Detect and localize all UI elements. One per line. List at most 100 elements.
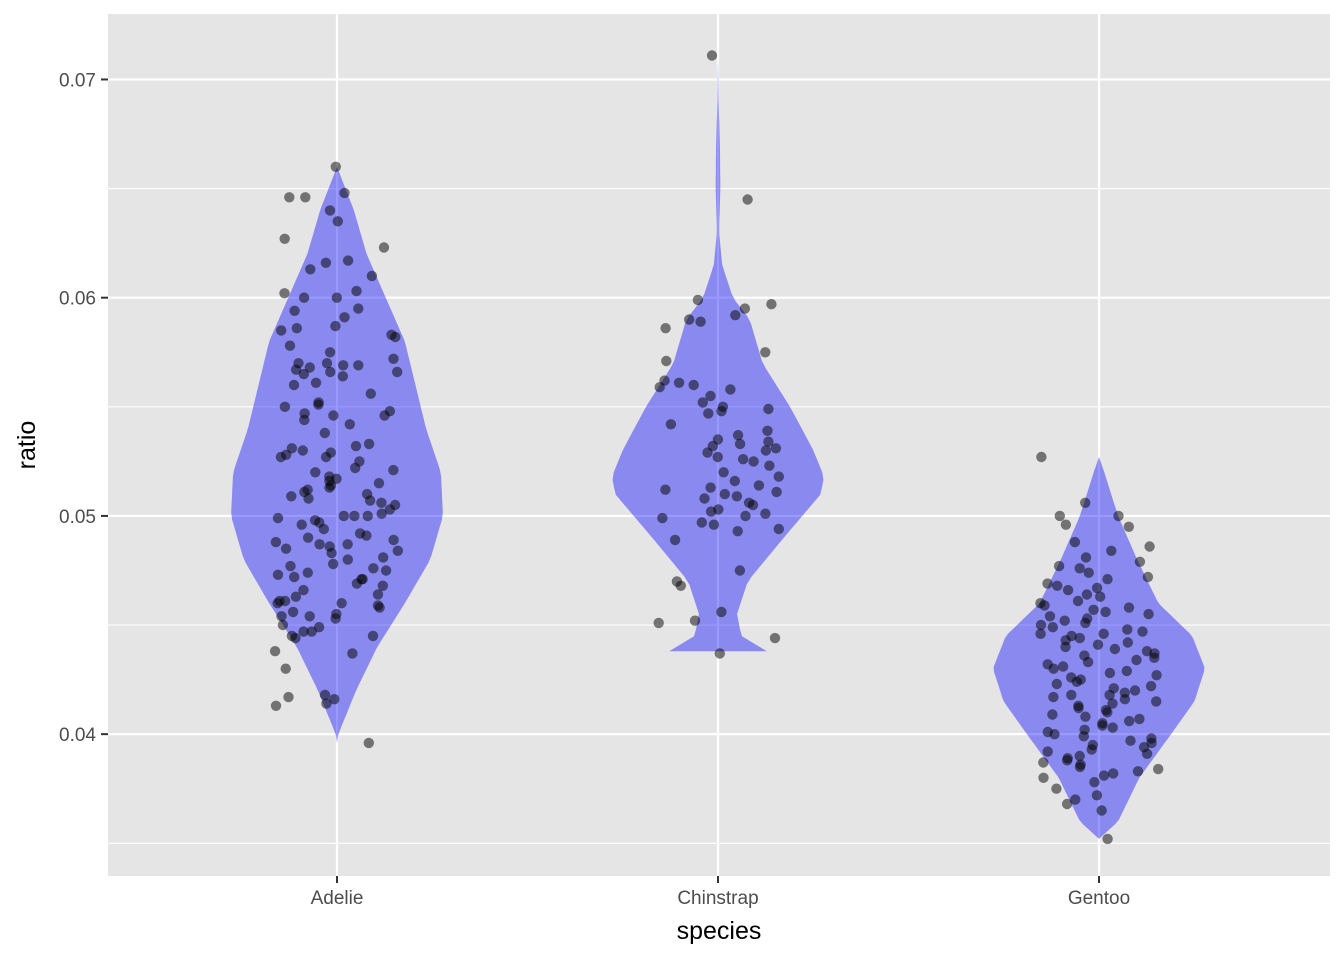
data-point xyxy=(275,451,287,463)
data-point xyxy=(1106,545,1117,556)
data-point xyxy=(1080,497,1091,508)
data-point xyxy=(325,366,336,378)
data-point xyxy=(376,497,387,508)
data-point xyxy=(272,598,283,609)
x-axis-title: species xyxy=(677,917,762,945)
data-point xyxy=(1107,698,1118,709)
data-point xyxy=(708,519,720,530)
data-point xyxy=(296,519,307,530)
data-point xyxy=(302,532,314,543)
data-point xyxy=(392,545,403,556)
data-point xyxy=(712,451,723,463)
data-point xyxy=(1091,582,1103,594)
data-point xyxy=(1062,755,1073,766)
data-point xyxy=(289,305,300,316)
data-point xyxy=(760,347,771,358)
data-point xyxy=(379,410,390,421)
data-point xyxy=(766,299,777,310)
data-point xyxy=(1153,763,1164,775)
data-point xyxy=(1132,766,1144,777)
data-point xyxy=(773,523,784,535)
data-point xyxy=(763,403,774,415)
data-point xyxy=(665,419,677,430)
data-point xyxy=(367,630,379,642)
data-point xyxy=(725,384,736,395)
data-point xyxy=(284,340,296,351)
data-point xyxy=(337,371,348,382)
data-point xyxy=(388,353,399,364)
data-point xyxy=(279,401,291,412)
data-point xyxy=(1123,521,1135,532)
data-point xyxy=(703,408,714,419)
data-point xyxy=(272,512,284,524)
data-point xyxy=(351,285,362,297)
data-point xyxy=(729,475,740,487)
data-point xyxy=(1104,667,1116,679)
data-point xyxy=(363,737,374,749)
data-point xyxy=(290,364,302,375)
data-point xyxy=(270,700,282,711)
data-point xyxy=(1061,798,1073,810)
data-point xyxy=(320,451,332,463)
data-point xyxy=(689,615,701,626)
data-point xyxy=(1122,637,1134,648)
y-tick-label: 0.07 xyxy=(59,70,96,91)
data-point xyxy=(773,471,784,482)
data-point xyxy=(298,584,309,596)
data-point xyxy=(350,462,361,474)
data-point xyxy=(332,216,343,227)
data-point xyxy=(324,205,336,216)
data-point xyxy=(737,454,749,465)
data-point xyxy=(276,611,287,622)
data-point xyxy=(276,325,287,336)
data-point xyxy=(762,425,773,436)
data-point xyxy=(742,194,753,205)
data-point xyxy=(376,508,387,519)
data-point xyxy=(344,419,355,430)
data-point xyxy=(1080,617,1091,629)
data-point xyxy=(731,491,743,502)
data-point xyxy=(1086,744,1097,755)
data-points xyxy=(269,50,1164,845)
data-point xyxy=(349,510,360,522)
data-point xyxy=(1070,794,1081,805)
data-point xyxy=(364,495,376,506)
data-point xyxy=(1143,608,1154,620)
data-point xyxy=(305,264,316,275)
data-point xyxy=(365,388,376,399)
data-point xyxy=(287,606,299,618)
data-point xyxy=(1104,689,1115,701)
data-point xyxy=(1074,761,1086,773)
data-point xyxy=(716,606,727,618)
data-point xyxy=(321,698,332,709)
data-point xyxy=(326,547,337,559)
data-point xyxy=(290,632,301,644)
data-point xyxy=(378,552,389,563)
data-point xyxy=(1119,694,1131,705)
data-point xyxy=(705,506,717,517)
data-point xyxy=(1042,746,1053,757)
data-point xyxy=(310,377,322,388)
data-point xyxy=(1121,665,1133,677)
data-point xyxy=(284,192,295,203)
data-point xyxy=(366,270,378,282)
data-point xyxy=(1051,678,1063,690)
data-point xyxy=(373,478,385,489)
data-point xyxy=(1089,777,1100,788)
data-point xyxy=(1124,715,1135,727)
data-point xyxy=(280,543,292,554)
data-point xyxy=(1108,768,1119,779)
data-point xyxy=(320,257,332,268)
data-point xyxy=(1097,720,1108,731)
x-tick-label: Gentoo xyxy=(1068,888,1130,909)
data-point xyxy=(368,563,379,574)
data-point xyxy=(331,292,342,303)
data-point xyxy=(1066,689,1077,701)
data-point xyxy=(696,517,707,528)
data-point xyxy=(388,534,399,546)
data-point xyxy=(339,187,350,199)
data-point xyxy=(753,480,765,491)
violin-chinstrap xyxy=(612,55,824,652)
data-point xyxy=(338,510,349,522)
